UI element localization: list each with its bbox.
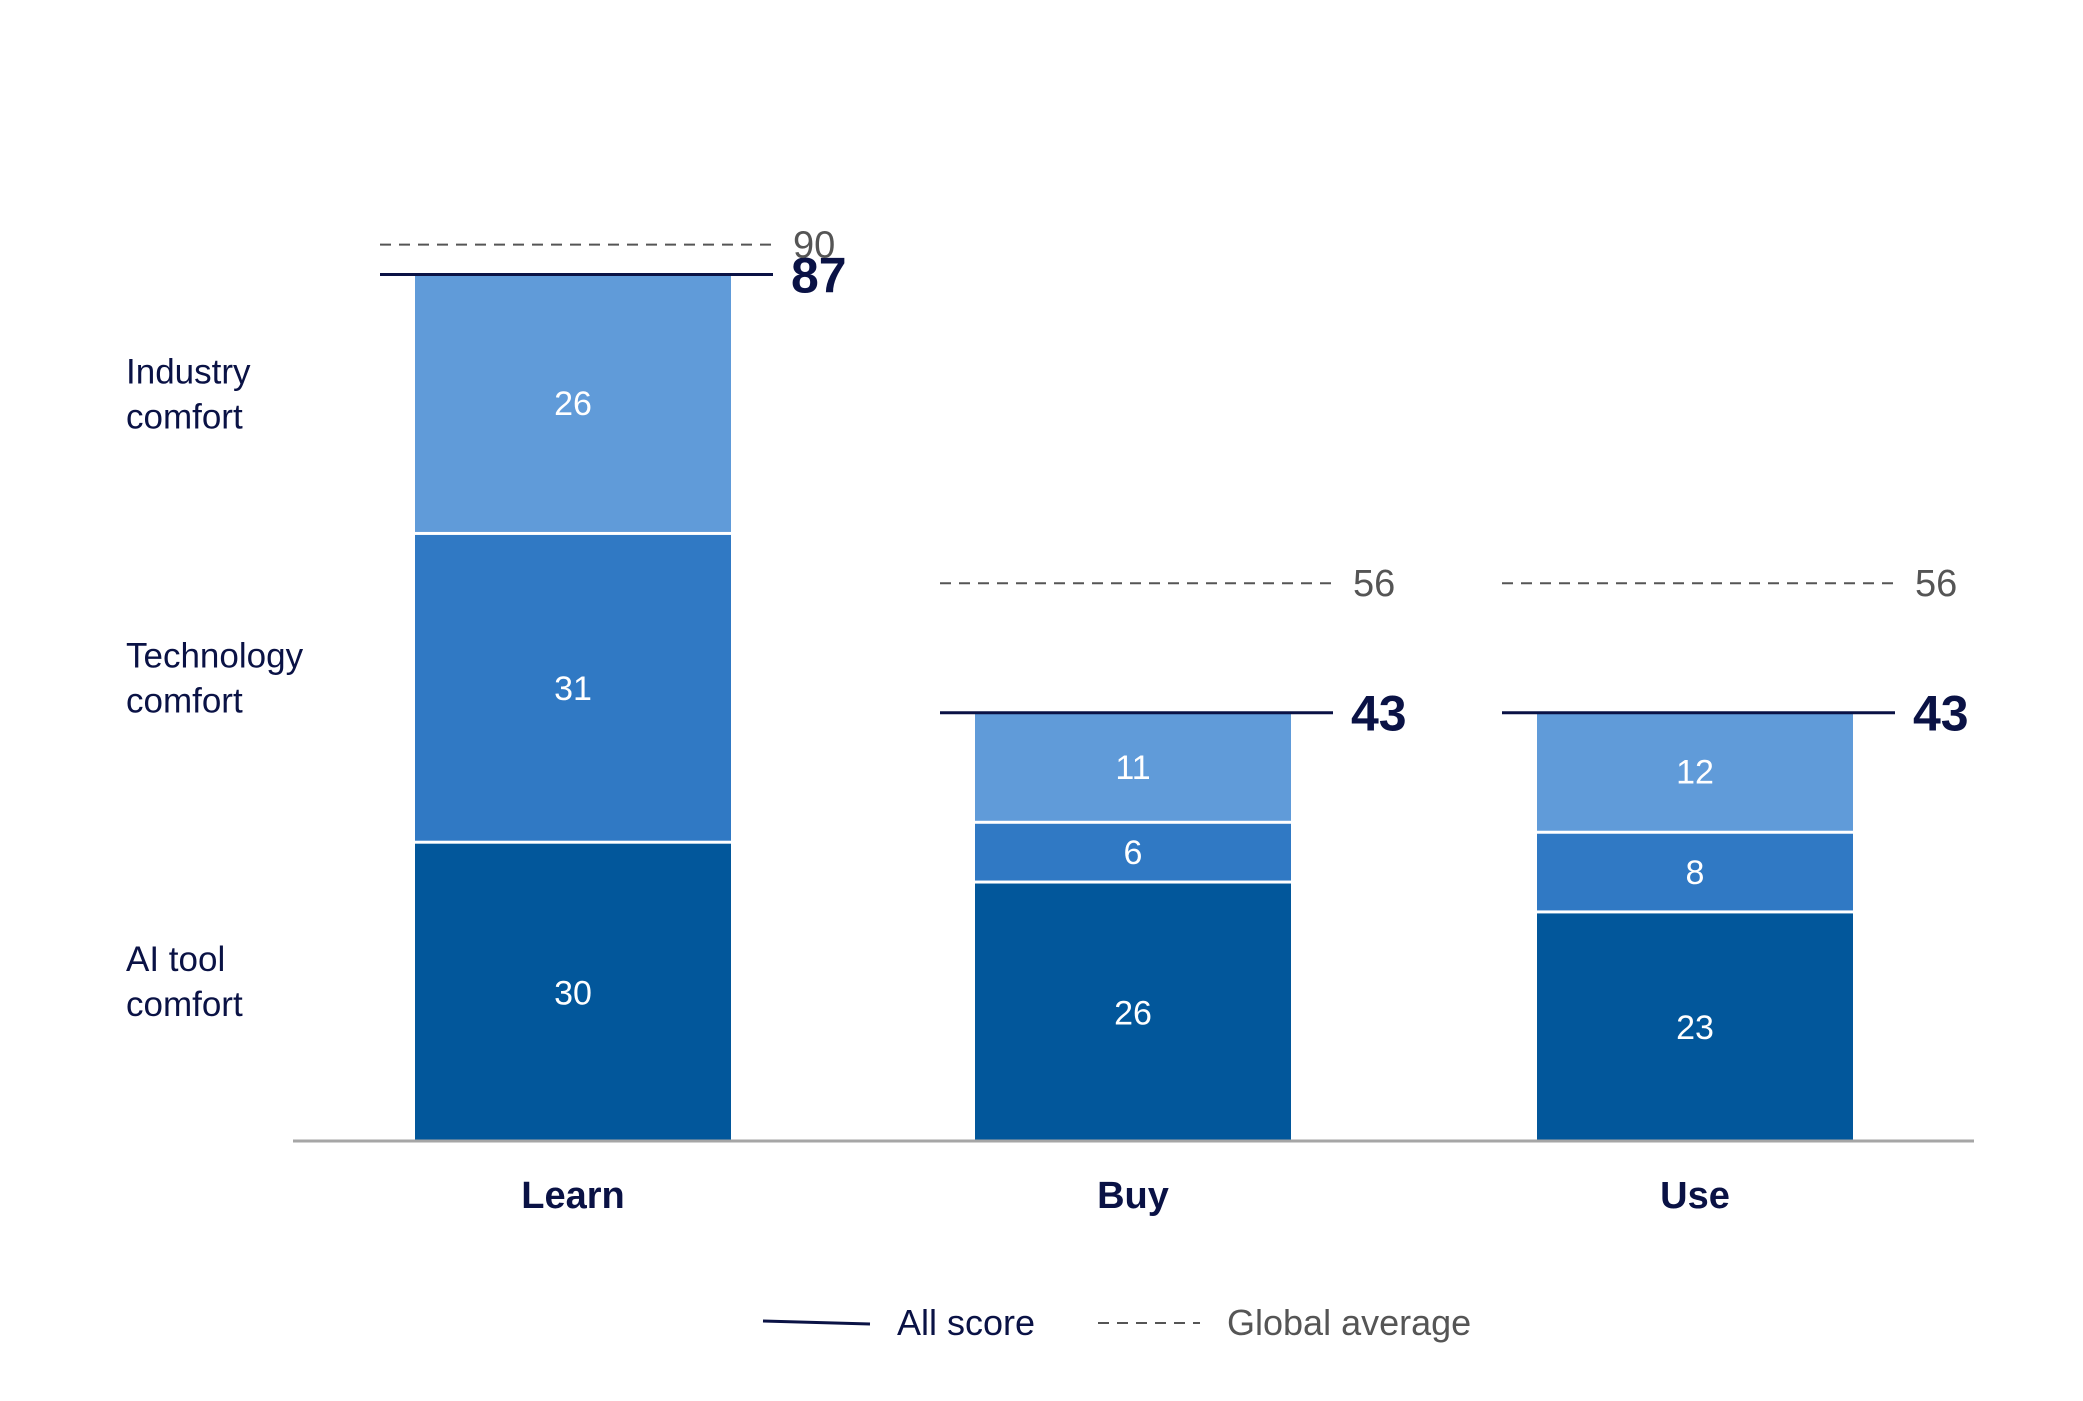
category-label-use: Use: [1660, 1175, 1730, 1217]
series-label-line: Industry: [126, 352, 251, 391]
bar-segment-learn-2: [415, 534, 731, 841]
global-average-value: 56: [1915, 563, 1957, 605]
segment-value-label: 6: [1124, 834, 1143, 872]
category-label-buy: Buy: [1097, 1175, 1169, 1217]
bar-segment-buy-3: [975, 712, 1291, 821]
segment-value-label: 23: [1676, 1009, 1714, 1047]
series-label-line: comfort: [126, 397, 243, 436]
series-label-line: AI tool: [126, 940, 225, 979]
bar-segment-use-3: [1537, 712, 1853, 831]
segment-value-label: 11: [1115, 749, 1150, 787]
series-label-line: comfort: [126, 985, 243, 1024]
legend-all-score: All score: [897, 1302, 1035, 1343]
global-average-value: 90: [793, 225, 835, 267]
bar-segment-use-2: [1537, 833, 1853, 911]
segment-value-label: 12: [1676, 754, 1714, 792]
bar-segment-buy-1: [975, 883, 1291, 1141]
legend: All score Global average: [762, 1302, 1471, 1343]
bars: 30 31 26 26 6 11 23 8 12: [415, 274, 1853, 1141]
bar-segment-learn-1: [415, 843, 731, 1141]
legend-global-average: Global average: [1227, 1302, 1471, 1343]
bar-segment-learn-3: [415, 274, 731, 532]
segment-value-label: 8: [1686, 854, 1705, 892]
all-score-value: 43: [1913, 686, 1969, 742]
bar-segment-buy-2: [975, 823, 1291, 881]
all-score-value: 43: [1351, 686, 1407, 742]
bar-segment-use-1: [1537, 913, 1853, 1141]
global-average-value: 56: [1353, 563, 1395, 605]
segment-value-label: 31: [554, 670, 592, 708]
row-labels: AI tool comfort Technology comfort Industry c…: [126, 352, 304, 1024]
segment-value-label: 26: [1114, 994, 1152, 1032]
all-score-value: 87: [791, 247, 847, 303]
segment-value-label: 26: [554, 385, 592, 423]
series-label-line: Technology: [126, 636, 304, 675]
category-label-learn: Learn: [521, 1175, 624, 1217]
segment-value-label: 30: [554, 974, 592, 1012]
legend-solid-line-icon: [762, 1319, 871, 1326]
series-label-line: comfort: [126, 681, 243, 720]
category-labels: Learn Buy Use: [521, 1175, 1730, 1217]
